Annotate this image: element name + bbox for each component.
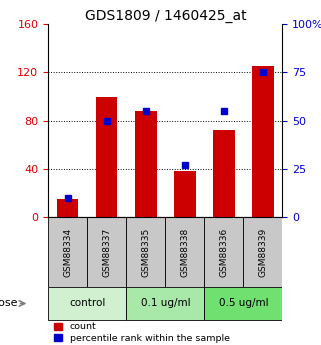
Title: GDS1809 / 1460425_at: GDS1809 / 1460425_at — [84, 9, 246, 23]
Bar — [174, 171, 195, 217]
Text: control: control — [69, 298, 105, 308]
Text: GSM88335: GSM88335 — [141, 227, 150, 277]
Text: GSM88334: GSM88334 — [63, 227, 72, 277]
Bar — [57, 199, 78, 217]
Legend: count, percentile rank within the sample: count, percentile rank within the sample — [53, 322, 231, 344]
Text: dose: dose — [0, 298, 18, 308]
Bar — [48, 217, 87, 287]
Bar — [48, 287, 126, 320]
Text: 0.1 ug/ml: 0.1 ug/ml — [141, 298, 190, 308]
Bar — [165, 217, 204, 287]
Bar — [126, 287, 204, 320]
Bar — [252, 66, 274, 217]
Bar — [126, 217, 165, 287]
Bar — [96, 97, 117, 217]
Bar — [204, 217, 243, 287]
Bar — [204, 287, 282, 320]
Bar — [135, 111, 157, 217]
Bar — [87, 217, 126, 287]
Text: GSM88336: GSM88336 — [219, 227, 229, 277]
Text: GSM88338: GSM88338 — [180, 227, 189, 277]
Text: 0.5 ug/ml: 0.5 ug/ml — [219, 298, 268, 308]
Bar — [243, 217, 282, 287]
Bar — [213, 130, 235, 217]
Text: GSM88339: GSM88339 — [258, 227, 267, 277]
Text: GSM88337: GSM88337 — [102, 227, 111, 277]
